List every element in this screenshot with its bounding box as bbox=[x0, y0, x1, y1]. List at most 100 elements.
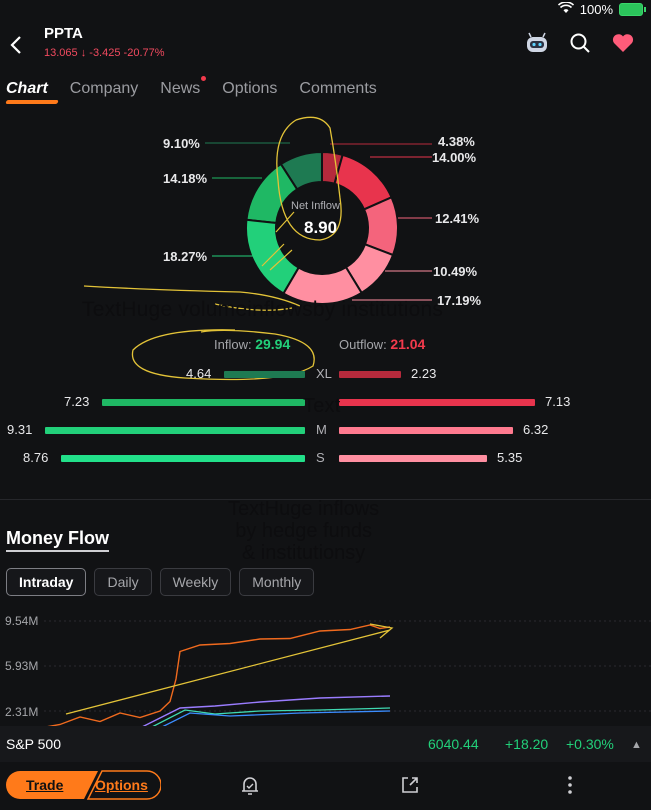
inflow-summary: Inflow: 29.94 bbox=[214, 336, 290, 352]
y-axis-label: 2.31M bbox=[5, 705, 39, 719]
size-label: XL bbox=[316, 366, 332, 381]
scribble-annotation bbox=[83, 285, 301, 307]
inflow-value: 9.31 bbox=[7, 422, 33, 437]
trade-options-group bbox=[6, 770, 161, 800]
label-l-inflow: 14.18% bbox=[163, 171, 208, 186]
favorite-heart-icon[interactable] bbox=[611, 32, 635, 59]
annotation-text-2: Text bbox=[303, 395, 341, 417]
quote-line: 13.065 ↓ -3.425 -20.77% bbox=[44, 47, 165, 59]
label-xl-outflow: 4.38% bbox=[438, 134, 475, 149]
series-line-teal bbox=[149, 707, 391, 728]
bottom-toolbar bbox=[0, 762, 651, 810]
section-divider bbox=[0, 499, 651, 500]
scribble-marks bbox=[261, 211, 295, 271]
trade-button[interactable]: Trade bbox=[26, 777, 64, 793]
period-intraday[interactable]: Intraday bbox=[6, 568, 87, 596]
size-label: M bbox=[316, 422, 327, 437]
annotation-line: by hedge funds bbox=[235, 520, 372, 542]
down-arrow-icon: ↓ bbox=[80, 47, 87, 59]
annotation-line: TextHuge inflows bbox=[228, 498, 380, 520]
share-icon[interactable] bbox=[400, 775, 420, 800]
inflow-bar bbox=[102, 399, 305, 406]
outflow-bar bbox=[339, 427, 513, 434]
tab-news[interactable]: News bbox=[160, 76, 207, 98]
index-change-pct: +0.30% bbox=[566, 736, 614, 752]
period-monthly[interactable]: Monthly bbox=[239, 568, 315, 596]
header-actions bbox=[525, 32, 635, 59]
options-button[interactable]: Options bbox=[95, 777, 148, 793]
index-ticker-bar[interactable] bbox=[0, 726, 651, 762]
outflow-bar bbox=[339, 455, 487, 462]
annotation-text-1: TextHuge volumeinflowsby institutions bbox=[82, 298, 444, 321]
robot-assistant-icon[interactable] bbox=[525, 32, 549, 59]
outflow-value: 6.32 bbox=[523, 422, 549, 437]
scribble-annotation bbox=[214, 303, 293, 311]
size-label: S bbox=[316, 450, 325, 465]
chevron-up-icon[interactable]: ▲ bbox=[631, 739, 642, 751]
y-axis-label: 5.93M bbox=[5, 659, 39, 673]
tab-comments[interactable]: Comments bbox=[299, 80, 377, 97]
period-selector: Intraday Daily Weekly Monthly bbox=[6, 568, 315, 596]
price-change: -3.425 bbox=[89, 47, 121, 59]
inflow-bar bbox=[224, 371, 305, 378]
wifi-icon bbox=[557, 1, 574, 17]
money-flow-title: Money Flow bbox=[6, 528, 109, 552]
index-name: S&P 500 bbox=[6, 736, 62, 752]
label-s2-outflow: 17.19% bbox=[437, 293, 482, 308]
tab-company[interactable]: Company bbox=[69, 80, 139, 97]
inflow-value: 29.94 bbox=[255, 336, 291, 352]
outflow-value: 5.35 bbox=[497, 450, 523, 465]
outflow-value: 21.04 bbox=[390, 336, 426, 352]
outflow-value: 2.23 bbox=[411, 366, 437, 381]
period-daily[interactable]: Daily bbox=[94, 568, 152, 596]
battery-percent: 100% bbox=[579, 2, 613, 17]
inflow-label: Inflow: bbox=[214, 337, 252, 352]
index-value: 6040.44 bbox=[428, 736, 479, 752]
outflow-value: 7.13 bbox=[545, 394, 571, 409]
donut-segment-s-out bbox=[282, 265, 363, 305]
outflow-bar bbox=[339, 371, 401, 378]
tab-news-label: News bbox=[160, 80, 201, 97]
net-inflow-label: Net Inflow bbox=[291, 200, 340, 212]
price-alert-icon[interactable] bbox=[240, 775, 260, 802]
tab-options[interactable]: Options bbox=[222, 80, 278, 97]
scribble-oval bbox=[131, 329, 315, 381]
battery-icon bbox=[619, 3, 646, 16]
money-flow-chart bbox=[44, 620, 651, 728]
back-arrow-icon[interactable] bbox=[6, 34, 28, 56]
status-bar: 100% bbox=[557, 1, 646, 17]
label-m-outflow: 12.41% bbox=[435, 211, 480, 226]
annotation-text-3: TextHuge inflows by hedge funds & instit… bbox=[228, 498, 379, 564]
label-xl-inflow: 9.10% bbox=[163, 136, 200, 151]
scribble-circle bbox=[276, 116, 342, 241]
scribble-trend-line bbox=[65, 623, 394, 715]
capital-distribution-donut bbox=[83, 116, 432, 311]
label-s-outflow: 10.49% bbox=[433, 264, 478, 279]
period-weekly[interactable]: Weekly bbox=[159, 568, 232, 596]
inflow-value: 4.64 bbox=[186, 366, 212, 381]
price: 13.065 bbox=[44, 47, 78, 59]
outflow-label: Outflow: bbox=[339, 337, 387, 352]
search-icon[interactable] bbox=[569, 32, 591, 59]
tab-bar: Chart Company News Options Comments bbox=[6, 76, 377, 98]
inflow-value: 8.76 bbox=[23, 450, 49, 465]
ticker-symbol: PPTA bbox=[44, 25, 83, 42]
price-change-pct: -20.77% bbox=[123, 47, 165, 59]
total-flow-line bbox=[45, 624, 391, 728]
outflow-bar bbox=[339, 399, 535, 406]
inflow-bar bbox=[61, 455, 305, 462]
inflow-bar bbox=[45, 427, 305, 434]
y-axis-label: 9.54M bbox=[5, 614, 39, 628]
tab-chart[interactable]: Chart bbox=[6, 80, 48, 97]
net-inflow-value: 8.90 bbox=[304, 218, 338, 237]
index-change: +18.20 bbox=[505, 736, 549, 752]
inflow-value: 7.23 bbox=[64, 394, 90, 409]
news-badge bbox=[201, 76, 207, 81]
series-line-purple bbox=[139, 695, 391, 728]
series-line-blue bbox=[159, 710, 391, 728]
label-m-inflow: 18.27% bbox=[163, 249, 208, 264]
outflow-summary: Outflow: 21.04 bbox=[339, 336, 425, 352]
annotation-line: & institutionsy bbox=[241, 542, 366, 564]
label-l-outflow: 14.00% bbox=[432, 150, 477, 165]
more-options-icon[interactable] bbox=[562, 774, 578, 801]
